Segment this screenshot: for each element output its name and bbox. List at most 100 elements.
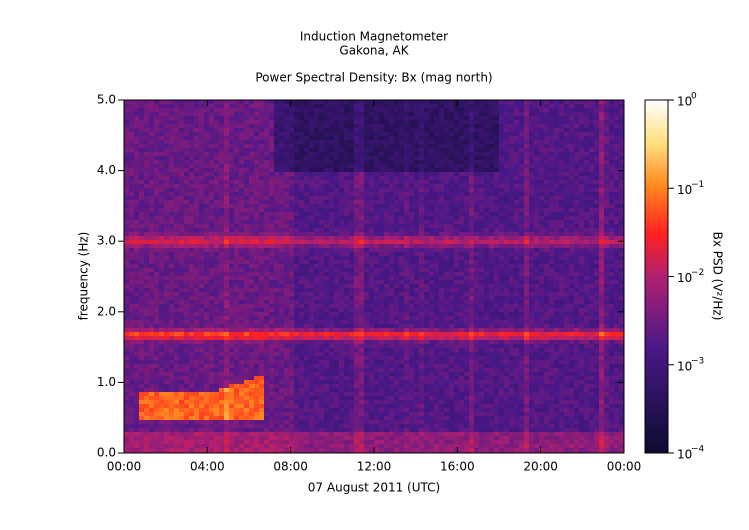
- spectrogram-cell: [379, 328, 384, 332]
- spectrogram-cell: [184, 428, 189, 432]
- spectrogram-cell: [389, 440, 394, 444]
- spectrogram-cell: [139, 360, 144, 364]
- spectrogram-cell: [224, 448, 229, 452]
- spectrogram-cell: [249, 244, 254, 248]
- spectrogram-cell: [264, 300, 269, 304]
- spectrogram-cell: [239, 396, 244, 400]
- spectrogram-cell: [379, 244, 384, 248]
- spectrogram-cell: [249, 164, 254, 168]
- spectrogram-cell: [184, 216, 189, 220]
- spectrogram-cell: [304, 204, 309, 208]
- spectrogram-cell: [124, 372, 129, 376]
- spectrogram-cell: [274, 232, 279, 236]
- spectrogram-cell: [244, 308, 249, 312]
- spectrogram-cell: [269, 424, 274, 428]
- spectrogram-cell: [179, 264, 184, 268]
- spectrogram-cell: [384, 248, 389, 252]
- spectrogram-cell: [194, 376, 199, 380]
- spectrogram-cell: [344, 188, 349, 192]
- spectrogram-cell: [139, 116, 144, 120]
- spectrogram-cell: [184, 172, 189, 176]
- spectrogram-cell: [189, 300, 194, 304]
- spectrogram-cell: [379, 372, 384, 376]
- spectrogram-cell: [124, 200, 129, 204]
- spectrogram-cell: [334, 172, 339, 176]
- spectrogram-cell: [229, 208, 234, 212]
- spectrogram-cell: [249, 180, 254, 184]
- spectrogram-cell: [314, 444, 319, 448]
- spectrogram-cell: [229, 352, 234, 356]
- spectrogram-cell: [154, 148, 159, 152]
- spectrogram-cell: [344, 428, 349, 432]
- spectrogram-cell: [339, 252, 344, 256]
- spectrogram-cell: [194, 348, 199, 352]
- spectrogram-cell: [359, 240, 364, 244]
- spectrogram-cell: [299, 296, 304, 300]
- spectrogram-cell: [144, 284, 149, 288]
- spectrogram-cell: [224, 128, 229, 132]
- spectrogram-cell: [199, 168, 204, 172]
- spectrogram-cell: [224, 440, 229, 444]
- spectrogram-cell: [159, 308, 164, 312]
- spectrogram-cell: [239, 328, 244, 332]
- spectrogram-cell: [204, 116, 209, 120]
- spectrogram-cell: [164, 240, 169, 244]
- spectrogram-cell: [194, 304, 199, 308]
- spectrogram-cell: [369, 416, 374, 420]
- spectrogram-cell: [374, 116, 379, 120]
- spectrogram-cell: [194, 276, 199, 280]
- spectrogram-cell: [379, 148, 384, 152]
- spectrogram-cell: [154, 236, 159, 240]
- spectrogram-cell: [204, 420, 209, 424]
- spectrogram-cell: [219, 224, 224, 228]
- spectrogram-cell: [364, 336, 369, 340]
- spectrogram-cell: [394, 120, 399, 124]
- spectrogram-cell: [169, 160, 174, 164]
- spectrogram-cell: [124, 356, 129, 360]
- spectrogram-cell: [354, 216, 359, 220]
- spectrogram-cell: [299, 396, 304, 400]
- spectrogram-cell: [364, 404, 369, 408]
- spectrogram-cell: [399, 248, 404, 252]
- spectrogram-cell: [234, 160, 239, 164]
- spectrogram-cell: [279, 160, 284, 164]
- spectrogram-cell: [154, 216, 159, 220]
- spectrogram-cell: [334, 336, 339, 340]
- spectrogram-cell: [269, 308, 274, 312]
- spectrogram-cell: [184, 392, 189, 396]
- spectrogram-cell: [184, 232, 189, 236]
- spectrogram-cell: [249, 420, 254, 424]
- spectrogram-cell: [154, 312, 159, 316]
- spectrogram-cell: [149, 352, 154, 356]
- spectrogram-cell: [339, 140, 344, 144]
- spectrogram-cell: [274, 412, 279, 416]
- spectrogram-cell: [264, 332, 269, 336]
- spectrogram-cell: [194, 424, 199, 428]
- spectrogram-cell: [354, 168, 359, 172]
- spectrogram-cell: [284, 244, 289, 248]
- spectrogram-cell: [194, 308, 199, 312]
- spectrogram-cell: [134, 428, 139, 432]
- spectrogram-cell: [304, 212, 309, 216]
- spectrogram-cell: [284, 380, 289, 384]
- spectrogram-cell: [369, 356, 374, 360]
- spectrogram-cell: [369, 188, 374, 192]
- spectrogram-cell: [204, 152, 209, 156]
- spectrogram-cell: [349, 420, 354, 424]
- spectrogram-cell: [219, 192, 224, 196]
- spectrogram-cell: [149, 416, 154, 420]
- spectrogram-cell: [369, 200, 374, 204]
- spectrogram-cell: [134, 176, 139, 180]
- spectrogram-cell: [344, 344, 349, 348]
- spectrogram-cell: [184, 444, 189, 448]
- spectrogram-cell: [274, 320, 279, 324]
- spectrogram-cell: [354, 440, 359, 444]
- spectrogram-cell: [129, 228, 134, 232]
- spectrogram-cell: [324, 344, 329, 348]
- spectrogram-cell: [229, 168, 234, 172]
- spectrogram-cell: [209, 204, 214, 208]
- spectrogram-cell: [359, 448, 364, 452]
- spectrogram-cell: [314, 248, 319, 252]
- spectrogram-cell: [214, 432, 219, 436]
